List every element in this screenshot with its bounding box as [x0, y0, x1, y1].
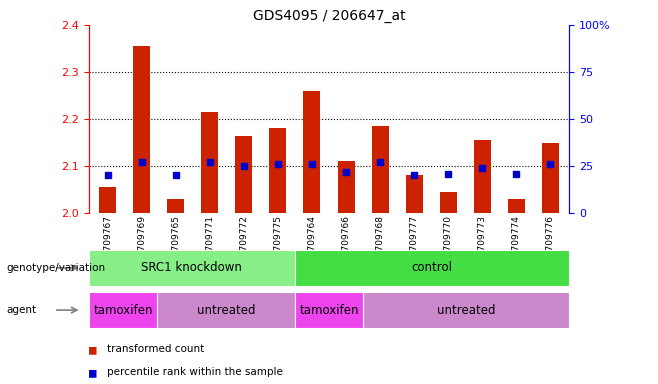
Text: GSM709773: GSM709773: [478, 215, 487, 270]
Bar: [508, 199, 525, 213]
Bar: [167, 199, 184, 213]
Bar: [372, 126, 389, 213]
Bar: [405, 175, 422, 213]
Bar: [295, 250, 569, 286]
Text: GSM709768: GSM709768: [376, 215, 384, 270]
Title: GDS4095 / 206647_at: GDS4095 / 206647_at: [253, 8, 405, 23]
Bar: [201, 112, 218, 213]
Bar: [89, 292, 157, 328]
Text: GSM709765: GSM709765: [171, 215, 180, 270]
Bar: [269, 128, 286, 213]
Text: GSM709775: GSM709775: [274, 215, 282, 270]
Text: ■: ■: [89, 343, 96, 356]
Text: agent: agent: [7, 305, 37, 315]
Text: GSM709770: GSM709770: [443, 215, 453, 270]
Text: untreated: untreated: [437, 304, 495, 316]
Bar: [89, 250, 295, 286]
Text: tamoxifen: tamoxifen: [299, 304, 359, 316]
Bar: [303, 91, 320, 213]
Bar: [295, 292, 363, 328]
Text: transformed count: transformed count: [107, 344, 205, 354]
Bar: [474, 140, 491, 213]
Text: genotype/variation: genotype/variation: [7, 263, 106, 273]
Text: GSM709771: GSM709771: [205, 215, 215, 270]
Bar: [133, 46, 150, 213]
Text: GSM709764: GSM709764: [307, 215, 316, 270]
Bar: [99, 187, 116, 213]
Text: GSM709767: GSM709767: [103, 215, 112, 270]
Text: GSM709774: GSM709774: [512, 215, 521, 270]
Text: GSM709776: GSM709776: [546, 215, 555, 270]
Text: tamoxifen: tamoxifen: [93, 304, 153, 316]
Text: GSM709766: GSM709766: [342, 215, 351, 270]
Bar: [157, 292, 295, 328]
Text: ■: ■: [89, 366, 96, 379]
Bar: [338, 161, 355, 213]
Bar: [542, 142, 559, 213]
Text: untreated: untreated: [197, 304, 255, 316]
Text: control: control: [411, 262, 453, 274]
Bar: [236, 136, 253, 213]
Bar: [440, 192, 457, 213]
Text: SRC1 knockdown: SRC1 knockdown: [141, 262, 242, 274]
Text: GSM709769: GSM709769: [137, 215, 146, 270]
Text: percentile rank within the sample: percentile rank within the sample: [107, 367, 283, 377]
Text: GSM709772: GSM709772: [240, 215, 248, 270]
Text: GSM709777: GSM709777: [410, 215, 418, 270]
Bar: [363, 292, 569, 328]
